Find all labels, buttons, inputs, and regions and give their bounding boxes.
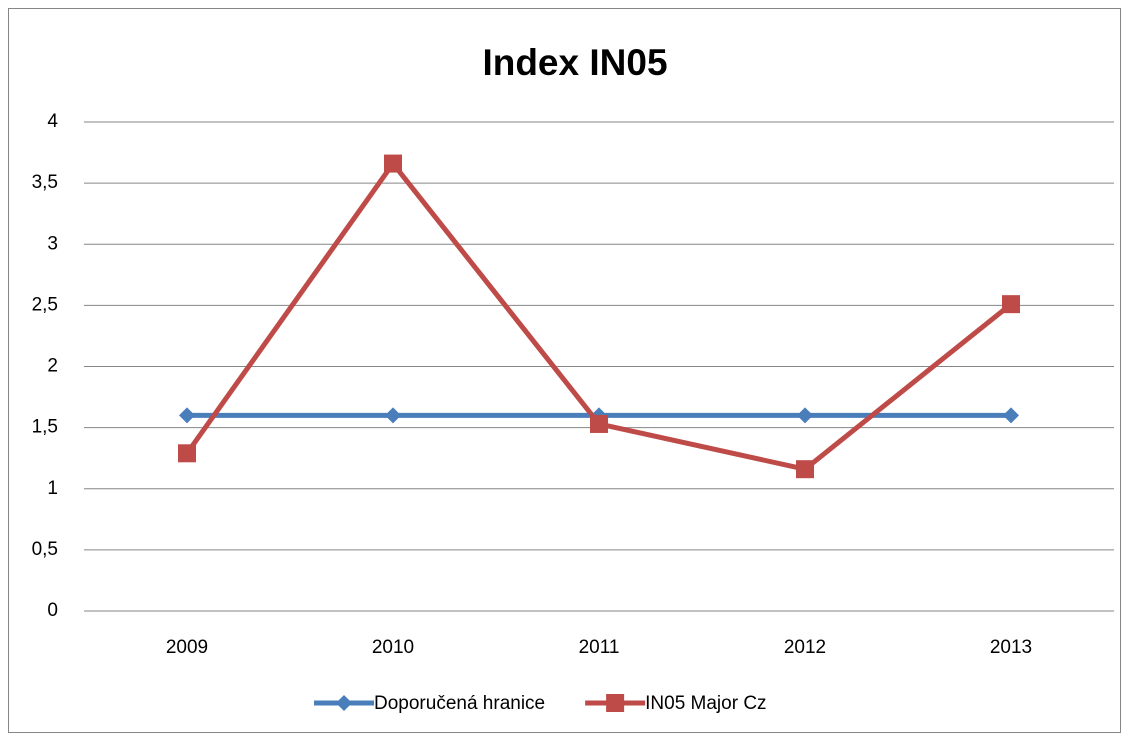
legend-label: IN05 Major Cz	[645, 693, 766, 714]
y-tick-label: 1	[47, 478, 58, 499]
legend-marker	[606, 694, 625, 712]
data-point	[797, 407, 813, 424]
data-point	[384, 154, 402, 173]
y-tick-label: 3,5	[32, 172, 58, 193]
data-point	[796, 460, 814, 479]
x-tick-label: 2013	[990, 637, 1032, 658]
y-tick-label: 3	[47, 233, 58, 254]
y-tick-label: 2,5	[32, 294, 58, 315]
chart-title: Index IN05	[482, 42, 667, 83]
chart-frame	[8, 8, 1121, 733]
x-tick-label: 2010	[372, 637, 414, 658]
legend-marker	[336, 695, 352, 711]
x-tick-label: 2011	[579, 637, 620, 658]
y-tick-label: 0,5	[32, 539, 58, 560]
data-point	[178, 444, 196, 463]
y-tick-label: 1,5	[32, 417, 58, 438]
x-tick-label: 2012	[784, 637, 826, 658]
data-point	[1003, 407, 1019, 424]
data-point	[590, 414, 608, 433]
data-point	[1002, 295, 1020, 314]
x-tick-label: 2009	[166, 637, 208, 658]
y-tick-label: 2	[47, 356, 58, 377]
legend-label: Doporučená hranice	[374, 693, 545, 714]
y-tick-label: 4	[47, 111, 58, 132]
data-point	[385, 407, 401, 424]
data-point	[179, 407, 195, 424]
y-tick-label: 0	[47, 600, 58, 621]
